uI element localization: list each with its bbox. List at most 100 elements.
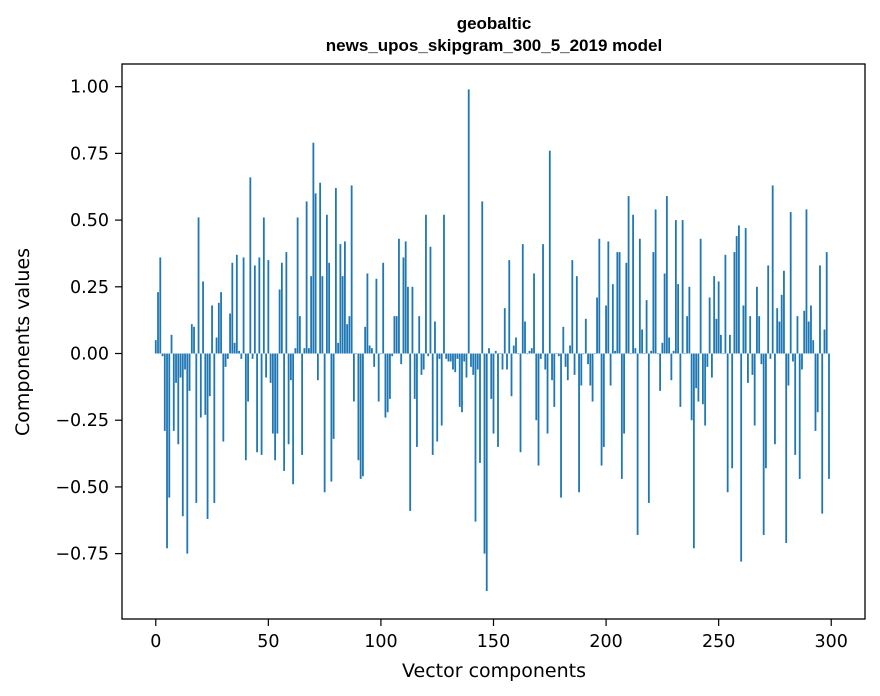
bar xyxy=(557,353,560,357)
bar xyxy=(587,353,589,365)
bar xyxy=(420,353,423,375)
bar xyxy=(620,353,623,479)
bar xyxy=(310,276,313,354)
bar xyxy=(226,353,229,359)
bar xyxy=(609,353,612,386)
bar xyxy=(812,340,815,354)
bar xyxy=(521,244,524,354)
bar xyxy=(265,353,267,378)
bar xyxy=(823,329,826,354)
bar xyxy=(566,353,569,381)
bar xyxy=(190,324,193,354)
bar xyxy=(307,348,310,354)
bar xyxy=(524,321,526,354)
bar xyxy=(738,225,740,354)
bar xyxy=(181,353,184,517)
bar xyxy=(483,353,486,554)
bar xyxy=(729,334,731,354)
bar xyxy=(512,345,515,354)
bar xyxy=(593,353,596,355)
bar xyxy=(215,337,218,354)
bar xyxy=(503,308,506,354)
bar xyxy=(614,350,616,354)
bar xyxy=(402,257,405,354)
bar xyxy=(611,284,614,354)
bar xyxy=(332,353,335,439)
bar xyxy=(686,316,689,354)
bar xyxy=(463,353,466,362)
bar xyxy=(783,270,785,354)
bar xyxy=(607,241,610,354)
bar xyxy=(539,353,542,359)
bar xyxy=(393,316,396,354)
bar xyxy=(499,353,502,355)
y-tick-label: −0.75 xyxy=(55,545,109,565)
bar xyxy=(346,324,349,354)
bar xyxy=(677,284,680,354)
bar xyxy=(474,353,477,522)
bar xyxy=(519,353,522,453)
bar xyxy=(580,353,583,386)
bar xyxy=(787,353,790,386)
bar xyxy=(337,342,340,354)
bar xyxy=(233,342,236,354)
bar xyxy=(301,353,304,455)
bar xyxy=(303,348,306,354)
bar xyxy=(643,353,646,355)
y-tick-label: −0.25 xyxy=(55,411,109,431)
bar xyxy=(177,353,180,445)
bar xyxy=(798,353,801,479)
bar xyxy=(632,214,634,354)
bar xyxy=(810,305,812,354)
bar xyxy=(418,316,421,354)
bar xyxy=(688,286,691,354)
bar xyxy=(744,228,747,354)
bar xyxy=(375,278,378,354)
bar xyxy=(238,350,240,354)
bar xyxy=(413,353,416,399)
bar xyxy=(562,326,565,354)
bar xyxy=(780,294,783,354)
x-axis-ticks: 0 50 100 150 200 250 300 xyxy=(150,619,848,652)
bar xyxy=(497,353,499,447)
bar xyxy=(560,353,562,498)
bar xyxy=(530,348,533,354)
bar xyxy=(575,276,578,354)
x-axis-label: Vector components xyxy=(402,660,586,682)
bar xyxy=(652,252,655,354)
bar xyxy=(726,353,729,493)
bar xyxy=(186,353,189,554)
bar xyxy=(314,193,317,354)
bar xyxy=(771,185,774,354)
bar xyxy=(344,241,346,354)
bar xyxy=(416,353,418,447)
bar xyxy=(287,353,290,445)
x-tick-label: 250 xyxy=(702,632,735,652)
bar xyxy=(353,353,355,402)
bar xyxy=(325,214,328,354)
bar xyxy=(166,353,168,549)
bar xyxy=(305,201,308,354)
bar xyxy=(625,262,628,354)
bar xyxy=(526,353,529,355)
bar xyxy=(789,212,792,354)
bar xyxy=(217,302,220,354)
bar xyxy=(551,353,553,381)
bar xyxy=(767,265,770,354)
bar xyxy=(328,262,331,354)
bar xyxy=(501,353,504,370)
bar xyxy=(391,353,394,357)
bar xyxy=(251,353,254,359)
bar xyxy=(636,353,639,535)
bar xyxy=(443,214,445,354)
bar xyxy=(461,353,463,413)
bar xyxy=(242,257,245,354)
bar xyxy=(220,292,222,354)
bar xyxy=(368,345,371,354)
bar xyxy=(515,337,517,354)
bar xyxy=(454,353,457,373)
bar xyxy=(715,318,718,354)
bar xyxy=(319,182,322,354)
bar xyxy=(312,142,315,354)
bar-series xyxy=(154,89,830,591)
